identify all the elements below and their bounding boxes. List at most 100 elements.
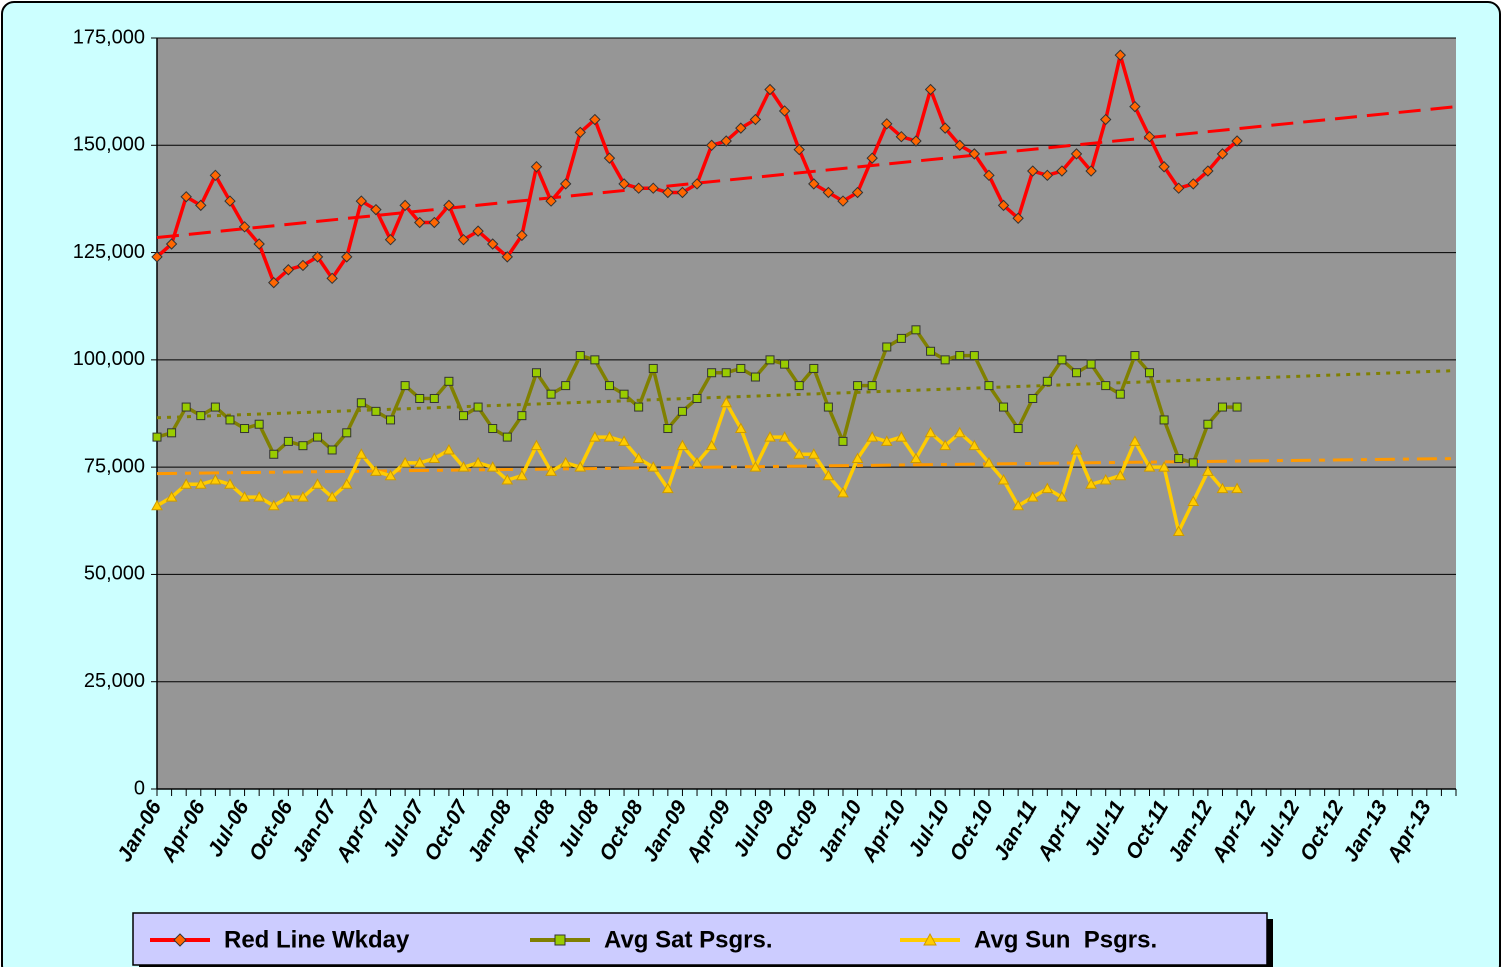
- marker: [997, 199, 1010, 212]
- marker: [574, 126, 586, 139]
- legend-item: Avg Sat Psgrs.: [530, 926, 773, 953]
- marker: [1202, 165, 1214, 177]
- marker: [165, 238, 178, 250]
- marker: [837, 486, 849, 498]
- marker: [924, 83, 937, 96]
- legend-label: Avg Sat Psgrs.: [604, 926, 773, 953]
- marker: [413, 456, 426, 468]
- marker: [1174, 454, 1184, 464]
- marker: [282, 264, 295, 276]
- marker: [968, 439, 981, 451]
- trend-line: [156, 369, 1457, 420]
- marker: [793, 448, 806, 459]
- marker: [1099, 473, 1112, 485]
- marker: [778, 105, 791, 117]
- marker: [428, 216, 441, 229]
- marker: [486, 238, 499, 250]
- marker: [1057, 355, 1067, 365]
- marker: [1072, 368, 1082, 378]
- marker: [254, 419, 264, 429]
- marker: [501, 473, 514, 485]
- marker: [561, 381, 571, 391]
- marker: [984, 381, 994, 391]
- marker: [1056, 491, 1068, 502]
- marker: [472, 456, 484, 468]
- marker: [151, 499, 163, 511]
- marker: [1172, 525, 1185, 537]
- marker: [1026, 491, 1039, 502]
- marker: [1188, 458, 1198, 468]
- marker: [749, 113, 762, 126]
- marker: [194, 478, 207, 489]
- marker: [1159, 415, 1169, 425]
- marker: [924, 426, 937, 438]
- marker: [911, 325, 921, 335]
- plot-area: [157, 38, 1456, 789]
- marker: [1114, 49, 1127, 61]
- y-tick-label: 175,000: [73, 26, 145, 48]
- marker: [619, 389, 629, 399]
- marker: [297, 259, 309, 272]
- y-tick-label: 50,000: [84, 563, 145, 585]
- marker: [954, 139, 966, 151]
- marker: [895, 431, 908, 442]
- marker: [618, 178, 630, 190]
- marker: [267, 499, 280, 511]
- marker: [341, 251, 353, 263]
- marker: [1144, 368, 1154, 378]
- marker: [794, 381, 804, 391]
- marker: [414, 216, 426, 229]
- marker: [443, 443, 455, 455]
- marker: [253, 238, 265, 250]
- legend-label: Avg Sun Psgrs.: [974, 926, 1157, 953]
- marker: [180, 191, 192, 203]
- marker: [486, 461, 499, 472]
- marker: [882, 342, 892, 352]
- marker: [603, 431, 616, 442]
- marker: [764, 431, 776, 442]
- marker: [384, 233, 397, 246]
- marker: [399, 456, 411, 468]
- marker: [1232, 402, 1242, 412]
- marker: [517, 411, 527, 421]
- legend-item: Avg Sun Psgrs.: [900, 926, 1157, 953]
- marker: [838, 436, 848, 446]
- marker: [1056, 165, 1068, 177]
- marker: [311, 251, 324, 263]
- marker: [926, 346, 936, 356]
- marker: [866, 431, 879, 442]
- marker: [400, 381, 410, 391]
- marker: [574, 461, 587, 472]
- marker: [955, 351, 965, 361]
- marker: [705, 139, 718, 151]
- marker: [268, 276, 280, 289]
- y-tick-label: 75,000: [84, 455, 145, 477]
- y-tick-label: 125,000: [73, 241, 145, 263]
- marker: [488, 424, 498, 434]
- marker: [253, 491, 266, 502]
- marker: [880, 435, 893, 446]
- marker: [632, 182, 645, 194]
- marker: [1203, 419, 1213, 429]
- marker: [173, 933, 187, 947]
- marker: [530, 439, 543, 451]
- marker: [999, 402, 1009, 412]
- marker: [501, 251, 513, 263]
- marker: [896, 333, 906, 343]
- marker: [1070, 148, 1083, 160]
- marker: [720, 396, 733, 408]
- marker: [151, 251, 163, 263]
- marker: [165, 491, 178, 502]
- marker: [554, 934, 566, 946]
- marker: [822, 469, 835, 481]
- marker: [692, 393, 702, 403]
- marker: [632, 452, 645, 464]
- marker: [269, 449, 279, 459]
- marker: [1187, 178, 1199, 190]
- marker: [1172, 182, 1185, 194]
- marker: [735, 122, 747, 134]
- marker: [589, 431, 601, 442]
- marker: [910, 452, 922, 464]
- marker: [546, 389, 556, 399]
